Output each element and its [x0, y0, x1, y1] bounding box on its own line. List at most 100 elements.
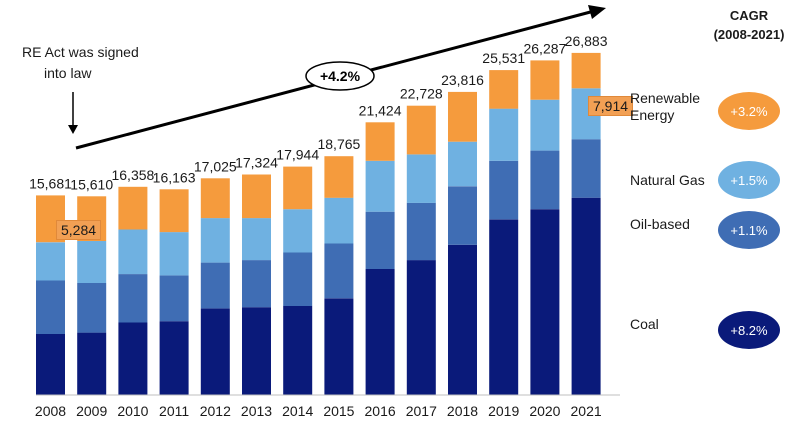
legend-label-gas: Natural Gas: [630, 172, 705, 188]
re-act-annotation: RE Act was signed into law: [22, 42, 139, 84]
bar-coal-2017: [406, 260, 436, 395]
cagr-pill-coal: +8.2%: [718, 311, 780, 349]
bar-renewable-2016: [365, 122, 395, 161]
legend-label-renewable-line-1: Renewable: [630, 90, 701, 106]
bar-oil-2017: [406, 202, 436, 261]
bar-gas-2010: [118, 229, 148, 274]
bar-coal-2008: [36, 333, 65, 395]
total-label-2009: 15,610: [70, 176, 113, 192]
total-label-2021: 26,883: [565, 33, 608, 49]
bar-oil-2012: [200, 262, 230, 309]
bar-gas-2009: [77, 241, 107, 283]
bar-renewable-2013: [242, 174, 271, 219]
bar-oil-2019: [489, 160, 519, 220]
bar-renewable-2018: [448, 91, 477, 142]
bar-coal-2020: [530, 209, 560, 395]
cagr-pill-renewable: +3.2%: [718, 92, 780, 130]
bar-renewable-2017: [406, 105, 436, 155]
total-label-2012: 17,025: [194, 158, 237, 174]
total-label-2011: 16,163: [153, 169, 196, 185]
bar-renewable-2020: [530, 60, 560, 100]
bar-gas-2012: [200, 218, 230, 263]
total-label-2014: 17,944: [276, 147, 319, 163]
cagr-title-line-2: (2008-2021): [713, 27, 785, 42]
total-labels-group: 15,68115,61016,35816,16317,02517,32417,9…: [29, 33, 608, 192]
bar-coal-2011: [159, 321, 189, 395]
bar-gas-2014: [283, 209, 313, 253]
bar-coal-2009: [77, 332, 107, 395]
x-tick-label-2019: 2019: [488, 403, 519, 419]
total-label-2010: 16,358: [111, 167, 154, 183]
total-label-2019: 25,531: [482, 50, 525, 66]
bar-oil-2016: [365, 211, 395, 269]
x-tick-label-2009: 2009: [76, 403, 107, 419]
x-tick-label-2008: 2008: [35, 403, 66, 419]
x-tick-label-2017: 2017: [406, 403, 437, 419]
x-tick-label-2013: 2013: [241, 403, 272, 419]
bar-oil-2009: [77, 283, 107, 333]
bar-oil-2008: [36, 280, 65, 334]
bar-renewable-2019: [489, 70, 519, 109]
bar-coal-2015: [324, 298, 354, 395]
bar-gas-2019: [489, 108, 519, 161]
annotation-line-1: RE Act was signed: [22, 44, 139, 60]
bar-gas-2013: [242, 218, 271, 261]
renewable-2008-value: 5,284: [56, 220, 102, 240]
cagr-title-line-1: CAGR: [729, 8, 769, 23]
cagr-title: CAGR (2008-2021): [708, 6, 790, 44]
bar-oil-2014: [283, 252, 313, 306]
legend-label-renewable: Renewable Energy: [630, 90, 700, 124]
legend-label-oil: Oil-based: [630, 216, 690, 232]
bar-coal-2012: [200, 308, 230, 395]
bar-coal-2018: [448, 244, 477, 395]
bar-gas-2017: [406, 154, 436, 203]
bar-oil-2013: [242, 260, 271, 308]
cagr-pill-oil: +1.1%: [718, 211, 780, 249]
total-label-2013: 17,324: [235, 155, 278, 171]
x-tick-label-2014: 2014: [282, 403, 313, 419]
cagr-pill-gas: +1.5%: [718, 161, 780, 199]
bar-coal-2010: [118, 322, 148, 395]
total-label-2015: 18,765: [317, 136, 360, 152]
total-label-2020: 26,287: [523, 40, 566, 56]
bar-renewable-2012: [200, 178, 230, 219]
x-axis-labels-group: 2008 2009 2010 2011 2012 2013 2014 2015 2016 2017…: [35, 403, 602, 419]
bar-coal-2014: [283, 305, 313, 395]
x-tick-label-2011: 2011: [159, 403, 189, 419]
bar-oil-2021: [571, 139, 601, 198]
legend-label-renewable-line-2: Energy: [630, 107, 675, 123]
bar-renewable-2015: [324, 156, 354, 198]
x-tick-label-2018: 2018: [447, 403, 478, 419]
bar-gas-2011: [159, 232, 189, 276]
renewable-2021-value: 7,914: [588, 96, 634, 116]
bar-coal-2013: [242, 307, 271, 395]
x-tick-label-2015: 2015: [323, 403, 354, 419]
total-label-2008: 15,681: [29, 175, 72, 191]
bar-renewable-2010: [118, 186, 148, 230]
bar-renewable-2014: [283, 166, 313, 210]
bar-oil-2015: [324, 243, 354, 299]
bar-gas-2020: [530, 99, 560, 151]
bar-gas-2008: [36, 242, 65, 281]
total-label-2018: 23,816: [441, 72, 484, 88]
x-tick-label-2020: 2020: [529, 403, 560, 419]
bar-renewable-2011: [159, 189, 189, 233]
x-tick-label-2021: 2021: [571, 403, 602, 419]
bars-group: [36, 52, 601, 395]
bar-gas-2016: [365, 160, 395, 212]
bar-renewable-2021: [571, 52, 601, 89]
bar-oil-2020: [530, 150, 560, 210]
bar-gas-2015: [324, 197, 354, 244]
x-tick-label-2016: 2016: [365, 403, 396, 419]
bar-oil-2011: [159, 275, 189, 322]
growth-label: +4.2%: [320, 68, 361, 84]
bar-coal-2021: [571, 197, 601, 395]
annotation-line-2: into law: [44, 65, 92, 81]
bar-gas-2018: [448, 141, 477, 187]
x-tick-label-2012: 2012: [200, 403, 231, 419]
bar-oil-2018: [448, 186, 477, 245]
annotation-arrow: [68, 92, 78, 134]
bar-oil-2010: [118, 274, 148, 323]
growth-ellipse: [305, 61, 375, 91]
x-tick-label-2010: 2010: [117, 403, 148, 419]
